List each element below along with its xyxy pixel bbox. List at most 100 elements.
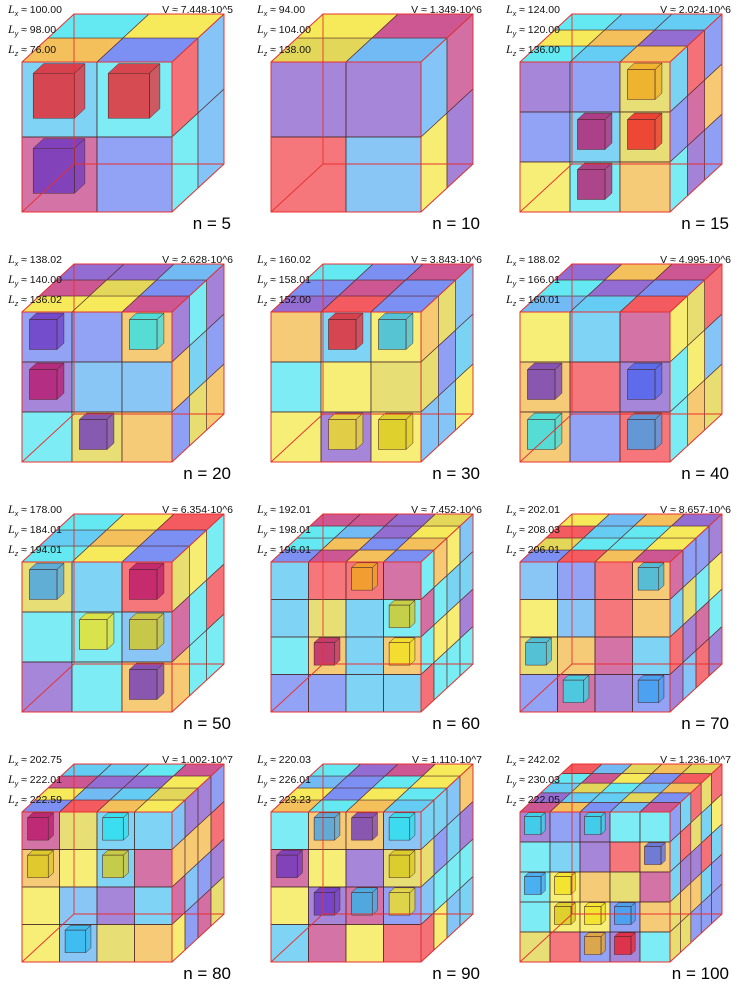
- packed-box-face: [549, 931, 581, 963]
- container-frame-edge: [270, 913, 324, 963]
- packed-box-face: [74, 63, 86, 119]
- volume-label: V ≈ 7.452·10^6: [411, 504, 482, 516]
- packed-box-face: [527, 369, 556, 400]
- packed-box-face: [557, 599, 596, 638]
- packed-box-face: [584, 816, 602, 835]
- packed-box-face: [123, 850, 129, 878]
- packed-box-face: [56, 362, 65, 400]
- packed-box-face: [627, 419, 656, 450]
- container-frame-edge: [171, 263, 225, 313]
- dimension-value: ≈ 242.02: [519, 754, 560, 766]
- container-frame-edge: [420, 513, 474, 563]
- container-frame-edge: [171, 413, 225, 463]
- packing-cube-render: [519, 263, 723, 463]
- packed-box-face: [355, 412, 364, 450]
- container-frame-edge: [420, 13, 474, 63]
- box-count-label: n = 10: [432, 214, 480, 233]
- packed-box-face: [345, 599, 384, 638]
- dimension-ly: Ly ≈ 140.00: [8, 272, 62, 289]
- packed-box-face: [29, 569, 58, 600]
- dimension-value: ≈ 208.03: [519, 524, 560, 537]
- dimension-value: ≈ 152.00: [270, 294, 311, 307]
- packed-box-face: [48, 812, 54, 841]
- box-count-label: n = 80: [183, 964, 231, 983]
- container-frame-edge: [519, 913, 573, 963]
- volume-label: V ≈ 1.349·10^6: [411, 4, 482, 16]
- container-dimensions: Lx ≈ 220.03 Ly ≈ 226.01 Lz ≈ 223.23: [257, 752, 311, 812]
- dimension-value: ≈ 184.01: [21, 524, 62, 537]
- packed-box-face: [107, 72, 150, 119]
- packed-box-face: [519, 561, 558, 600]
- dimension-value: ≈ 160.02: [270, 254, 311, 266]
- dimension-lx: Lx ≈ 220.03: [257, 752, 311, 769]
- packed-box-face: [627, 69, 656, 100]
- container-frame-edge: [420, 663, 474, 713]
- packed-box-face: [383, 924, 422, 963]
- volume-label: V ≈ 6.354·10^6: [162, 504, 233, 516]
- box-count-label: n = 90: [432, 964, 480, 983]
- packed-box-face: [519, 311, 571, 363]
- container-frame-edge: [21, 413, 75, 463]
- packed-box-face: [372, 562, 378, 591]
- packing-panel: Lx ≈ 94.00 Ly ≈ 104.00 Lz ≈ 138.00 V ≈ 1.34…: [249, 0, 498, 250]
- packed-box-face: [554, 362, 563, 400]
- packed-box-face: [121, 361, 173, 413]
- container-frame-edge: [669, 913, 723, 963]
- packed-box-face: [71, 661, 123, 713]
- packed-box-face: [609, 841, 641, 873]
- volume-label: V ≈ 1.110·10^7: [411, 754, 482, 766]
- dimension-lx: Lx ≈ 188.02: [506, 252, 560, 269]
- packed-box-face: [270, 886, 309, 925]
- packed-box-face: [59, 811, 98, 850]
- container-frame-edge: [420, 163, 474, 213]
- dimension-value: ≈ 124.00: [519, 4, 560, 16]
- dimension-value: ≈ 222.05: [519, 794, 560, 807]
- dimension-value: ≈ 94.00: [270, 4, 306, 16]
- volume-label: V ≈ 2.628·10^6: [162, 254, 233, 266]
- dimension-ly: Ly ≈ 98.00: [8, 22, 57, 39]
- dimension-lx: Lx ≈ 160.02: [257, 252, 311, 269]
- packed-box-face: [600, 932, 606, 955]
- packed-box-face: [320, 361, 372, 413]
- dimension-value: ≈ 226.01: [270, 774, 311, 787]
- packed-box-face: [345, 636, 384, 675]
- packed-box-face: [345, 61, 422, 138]
- volume-label: V ≈ 2.024·10^6: [660, 4, 731, 16]
- packed-box-face: [569, 411, 621, 463]
- packed-box-face: [156, 662, 165, 700]
- packed-box-face: [345, 674, 384, 713]
- dimension-value: ≈ 138.02: [21, 254, 62, 266]
- packed-box-face: [658, 562, 665, 591]
- dimension-value: ≈ 230.03: [519, 774, 560, 787]
- packed-box-face: [632, 599, 671, 638]
- packed-box-face: [409, 850, 416, 878]
- packed-box-face: [276, 854, 298, 878]
- dimension-lz: Lz ≈ 222.05: [506, 792, 560, 809]
- container-frame-edge: [171, 913, 225, 963]
- packed-box-face: [129, 319, 158, 350]
- container-frame-edge: [420, 413, 474, 463]
- container-frame-edge: [270, 663, 324, 713]
- volume-label: V ≈ 1.236·10^7: [660, 754, 731, 766]
- container-frame-edge: [669, 663, 723, 713]
- packing-panel: Lx ≈ 100.00 Ly ≈ 98.00 Lz ≈ 76.00 V ≈ 7.448…: [0, 0, 249, 250]
- packed-box-face: [388, 604, 411, 628]
- container-frame-edge: [270, 413, 324, 463]
- dimension-lz: Lz ≈ 136.00: [506, 42, 560, 59]
- container-frame-edge: [21, 163, 75, 213]
- packed-box-face: [123, 812, 129, 841]
- packed-box-face: [270, 599, 309, 638]
- packed-box-face: [345, 924, 384, 963]
- packed-box-face: [102, 817, 124, 841]
- packed-box-face: [96, 136, 173, 213]
- container-frame-edge: [270, 763, 324, 813]
- dimension-lz: Lz ≈ 152.00: [257, 292, 311, 309]
- packed-box-face: [56, 562, 65, 600]
- packed-box-face: [21, 886, 60, 925]
- packing-panel: Lx ≈ 188.02 Ly ≈ 166.01 Lz ≈ 160.01 V ≈ 4.9…: [498, 250, 747, 500]
- packed-box-face: [524, 876, 542, 895]
- packing-panel: Lx ≈ 220.03 Ly ≈ 226.01 Lz ≈ 223.23 V ≈ 1.1…: [249, 750, 498, 1000]
- packed-box-face: [134, 849, 173, 888]
- packed-box-face: [654, 62, 663, 100]
- container-dimensions: Lx ≈ 202.01 Ly ≈ 208.03 Lz ≈ 206.01: [506, 502, 560, 562]
